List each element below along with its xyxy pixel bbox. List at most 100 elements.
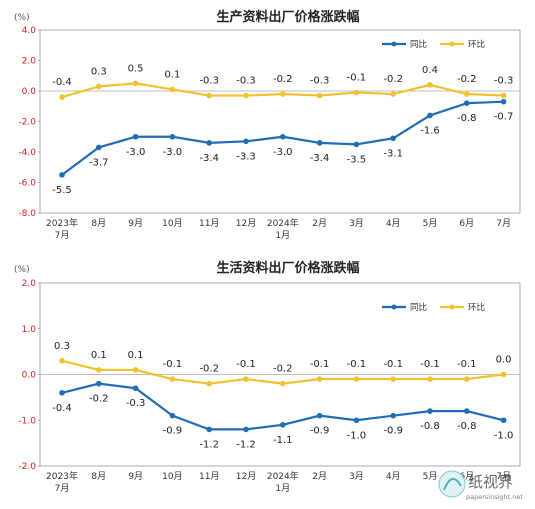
- data-point: [59, 172, 65, 178]
- x-tick-line: 10月: [162, 218, 182, 229]
- data-label: 0.3: [91, 66, 107, 77]
- x-tick-label: 11月: [199, 218, 219, 229]
- x-tick-line: 7月: [496, 218, 511, 229]
- data-point: [169, 133, 176, 140]
- data-point: [500, 92, 507, 99]
- x-tick-label: 3月: [349, 218, 364, 229]
- data-point: [427, 112, 433, 119]
- data-label: -3.0: [126, 147, 146, 158]
- data-label: 0.5: [128, 63, 144, 74]
- data-point: [427, 376, 433, 382]
- x-tick-label: 10月: [162, 218, 182, 229]
- data-point: [353, 89, 360, 96]
- x-tick-label: 6月: [459, 218, 474, 229]
- x-tick-line: 2024年: [267, 470, 299, 482]
- data-label: -3.0: [273, 147, 293, 158]
- data-label: -0.4: [52, 77, 72, 88]
- data-label: 0.3: [54, 341, 70, 352]
- data-label: 0.1: [91, 350, 107, 361]
- data-label: -3.5: [347, 154, 367, 165]
- data-label: -1.0: [347, 430, 367, 441]
- data-label: -3.0: [163, 147, 183, 158]
- y-tick-label: -8.0: [18, 209, 36, 219]
- data-point: [96, 83, 102, 90]
- y-tick-label: -4.0: [18, 148, 36, 158]
- data-label: -0.2: [383, 74, 403, 85]
- data-point: [390, 91, 397, 97]
- data-point: [243, 138, 249, 145]
- data-point: [206, 140, 212, 146]
- data-label: 0.1: [128, 350, 144, 361]
- data-label: -0.9: [163, 426, 183, 437]
- legend-marker: [449, 41, 455, 47]
- y-tick-label: -6.0: [18, 179, 36, 189]
- data-label: -0.8: [420, 421, 440, 432]
- data-label: -1.2: [236, 439, 256, 450]
- legend-label: 同比: [410, 39, 427, 50]
- data-label: -0.9: [310, 426, 330, 437]
- x-tick-line: 2024年: [267, 217, 299, 229]
- data-point: [464, 408, 470, 414]
- data-point: [500, 98, 507, 105]
- y-tick-label: 2.0: [22, 57, 37, 67]
- data-point: [169, 412, 176, 419]
- x-tick-label: 3月: [349, 471, 364, 482]
- x-tick-line: 7月: [496, 471, 511, 482]
- data-label: -0.8: [457, 113, 477, 124]
- data-point: [59, 94, 65, 100]
- x-tick-label: 8月: [91, 471, 106, 482]
- data-point: [169, 86, 176, 93]
- data-label: -0.1: [347, 359, 367, 370]
- x-tick-label: 6月: [459, 471, 474, 482]
- x-tick-line: 9月: [128, 471, 143, 482]
- data-point: [500, 417, 507, 424]
- data-point: [132, 385, 139, 392]
- data-label: -0.2: [457, 74, 477, 85]
- data-label: -3.1: [383, 148, 403, 159]
- data-point: [96, 144, 102, 151]
- x-tick-label: 5月: [423, 471, 438, 482]
- x-tick-label: 2月: [312, 471, 327, 482]
- x-tick-label: 2024年 1月: [267, 470, 299, 494]
- data-point: [96, 367, 102, 373]
- data-point: [243, 426, 249, 433]
- x-tick-line: 6月: [459, 218, 474, 229]
- data-label: -0.4: [52, 403, 72, 414]
- x-tick-line: 2023年: [46, 217, 78, 229]
- data-label: -0.9: [383, 426, 403, 437]
- x-tick-label: 2月: [312, 218, 327, 229]
- data-point: [280, 380, 286, 387]
- data-label: -0.1: [457, 359, 477, 370]
- data-point: [427, 82, 433, 88]
- data-label: -0.3: [310, 76, 330, 87]
- data-label: -0.3: [494, 76, 514, 87]
- data-label: -1.1: [273, 435, 293, 446]
- x-tick-label: 12月: [236, 218, 256, 229]
- x-tick-label: 11月: [199, 471, 219, 482]
- x-tick-line: 3月: [349, 471, 364, 482]
- y-tick-label: 0.0: [22, 371, 37, 381]
- legend-marker: [391, 304, 397, 310]
- x-tick-label: 7月: [496, 218, 511, 229]
- data-label: 0.4: [422, 65, 438, 76]
- data-label: -0.8: [457, 421, 477, 432]
- data-point: [316, 376, 323, 382]
- y-tick-label: 4.0: [22, 26, 37, 36]
- x-tick-label: 9月: [128, 471, 143, 482]
- x-tick-label: 9月: [128, 218, 143, 229]
- data-point: [243, 376, 249, 382]
- y-tick-label: 1.0: [22, 325, 37, 335]
- chart-title: 生活资料出厂价格涨跌幅: [216, 260, 359, 276]
- data-point: [132, 80, 139, 87]
- data-point: [464, 100, 470, 106]
- y-tick-label: -2.0: [18, 118, 36, 128]
- data-label: 0.1: [164, 69, 180, 80]
- data-label: -1.6: [420, 125, 440, 136]
- data-label: -3.4: [310, 153, 330, 164]
- x-tick-label: 8月: [91, 218, 106, 229]
- data-label: -5.5: [52, 185, 72, 196]
- data-point: [427, 408, 433, 414]
